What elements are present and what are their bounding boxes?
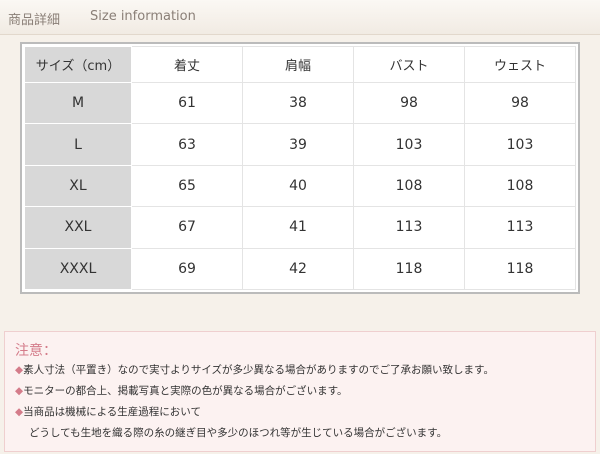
table-cell: XL <box>24 164 132 208</box>
note-continuation: どうしても生地を織る際の糸の継ぎ目や多少のほつれ等が生じている場合がございます。 <box>29 427 448 439</box>
header-cell: サイズ（cm） <box>24 46 132 83</box>
table-cell: 38 <box>242 81 354 125</box>
table-row: XXL 67 41 113 113 <box>24 206 576 249</box>
note-text: 素人寸法（平置き）なので実寸よりサイズが多少異なる場合がありますのでご了承お願い… <box>23 364 495 376</box>
table-cell: XXL <box>24 206 132 249</box>
table: サイズ（cm） 着丈 肩幅 バスト ウェスト M 61 38 98 98 L 63 39 103 103 XL… <box>24 46 576 291</box>
header-cell: ウェスト <box>464 46 576 83</box>
header: 商品詳細 Size information <box>0 0 600 35</box>
table-cell: 63 <box>131 123 243 166</box>
table-cell: 108 <box>464 164 576 208</box>
header-cell: バスト <box>353 46 465 83</box>
note-text: 当商品は機械による生産過程において <box>23 406 201 418</box>
note-line: ◆当商品は機械による生産過程において <box>15 404 201 419</box>
table-cell: 69 <box>131 247 243 291</box>
table-cell: 118 <box>353 247 465 291</box>
header-cell: 着丈 <box>131 46 243 83</box>
header-title: 商品詳細 <box>8 13 61 28</box>
table-cell: 98 <box>464 81 576 125</box>
table-cell: 103 <box>353 123 465 166</box>
table-cell: 113 <box>464 206 576 249</box>
table-cell: 118 <box>464 247 576 291</box>
table-cell: 42 <box>242 247 354 291</box>
notes: 注意： ◆素人寸法（平置き）なので実寸よりサイズが多少異なる場合がありますのでご… <box>4 331 596 452</box>
table-row: XL 65 40 108 108 <box>24 164 576 208</box>
table-cell: L <box>24 123 132 166</box>
note-line: ◆素人寸法（平置き）なので実寸よりサイズが多少異なる場合がありますのでご了承お願… <box>15 362 494 377</box>
header-subtitle: Size information <box>90 9 196 24</box>
header-row: サイズ（cm） 着丈 肩幅 バスト ウェスト <box>24 46 576 83</box>
notes-title: 注意： <box>15 343 57 359</box>
table-cell: M <box>24 81 132 125</box>
table-cell: 41 <box>242 206 354 249</box>
table-cell: XXXL <box>24 247 132 291</box>
table-cell: 108 <box>353 164 465 208</box>
table-cell: 40 <box>242 164 354 208</box>
size-table: サイズ（cm） 着丈 肩幅 バスト ウェスト M 61 38 98 98 L 63 39 103 103 XL… <box>20 42 580 294</box>
note-line: ◆モニターの都合上、掲載写真と実際の色が異なる場合がございます。 <box>15 383 348 398</box>
table-cell: 61 <box>131 81 243 125</box>
note-text: モニターの都合上、掲載写真と実際の色が異なる場合がございます。 <box>23 385 348 397</box>
header-cell: 肩幅 <box>242 46 354 83</box>
bullet: ◆ <box>15 385 24 397</box>
table-cell: 39 <box>242 123 354 166</box>
bullet: ◆ <box>15 364 24 376</box>
table-row: L 63 39 103 103 <box>24 123 576 166</box>
table-cell: 67 <box>131 206 243 249</box>
table-cell: 103 <box>464 123 576 166</box>
table-cell: 98 <box>353 81 465 125</box>
table-row: XXXL 69 42 118 118 <box>24 247 576 291</box>
table-cell: 65 <box>131 164 243 208</box>
table-row: M 61 38 98 98 <box>24 81 576 125</box>
table-cell: 113 <box>353 206 465 249</box>
bullet: ◆ <box>15 406 24 418</box>
